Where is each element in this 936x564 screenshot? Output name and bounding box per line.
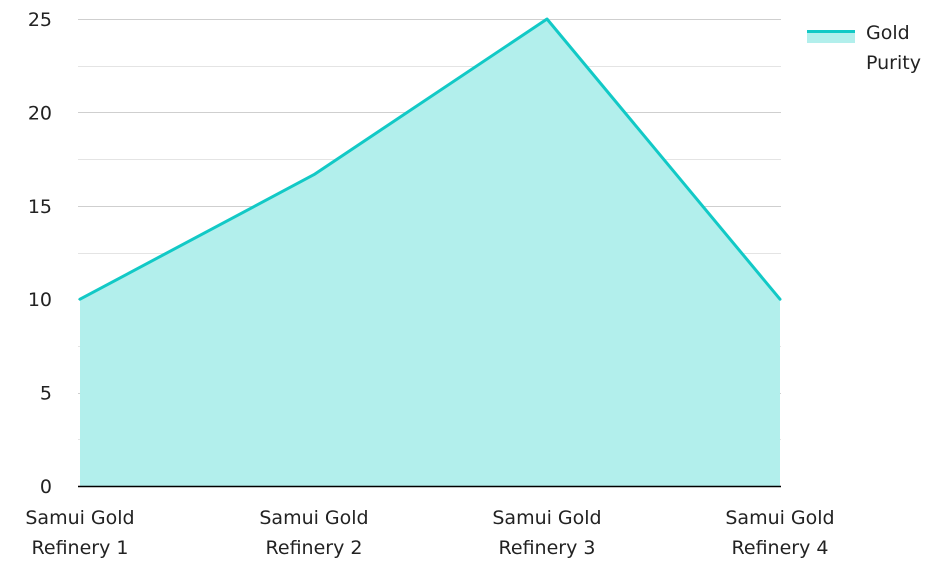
x-tick-label-line: Refinery 2 [266, 537, 363, 559]
legend-label-line: Gold [866, 22, 910, 44]
x-tick-label-line: Refinery 3 [499, 537, 596, 559]
legend-label: Gold Purity [866, 22, 921, 74]
x-tick-label: Samui Gold Refinery 2 [259, 507, 368, 559]
x-tick-label: Samui Gold Refinery 1 [25, 507, 134, 559]
x-tick-label-line: Samui Gold [25, 507, 134, 529]
y-tick-label: 20 [28, 102, 52, 124]
x-tick-label: Samui Gold Refinery 3 [492, 507, 601, 559]
y-tick-label: 15 [28, 196, 52, 218]
x-tick-label-line: Refinery 4 [732, 537, 829, 559]
area-fill [80, 19, 780, 486]
legend-label-line: Purity [866, 52, 921, 74]
legend: Gold Purity [807, 22, 921, 74]
x-tick-label-line: Samui Gold [492, 507, 601, 529]
x-tick-label-line: Samui Gold [725, 507, 834, 529]
y-tick-label: 10 [28, 289, 52, 311]
y-tick-label: 5 [40, 383, 52, 405]
x-tick-label: Samui Gold Refinery 4 [725, 507, 834, 559]
x-tick-label-line: Refinery 1 [32, 537, 129, 559]
y-tick-label: 25 [28, 9, 52, 31]
x-tick-label-line: Samui Gold [259, 507, 368, 529]
area-layer [80, 19, 780, 486]
y-tick-label: 0 [40, 476, 52, 498]
